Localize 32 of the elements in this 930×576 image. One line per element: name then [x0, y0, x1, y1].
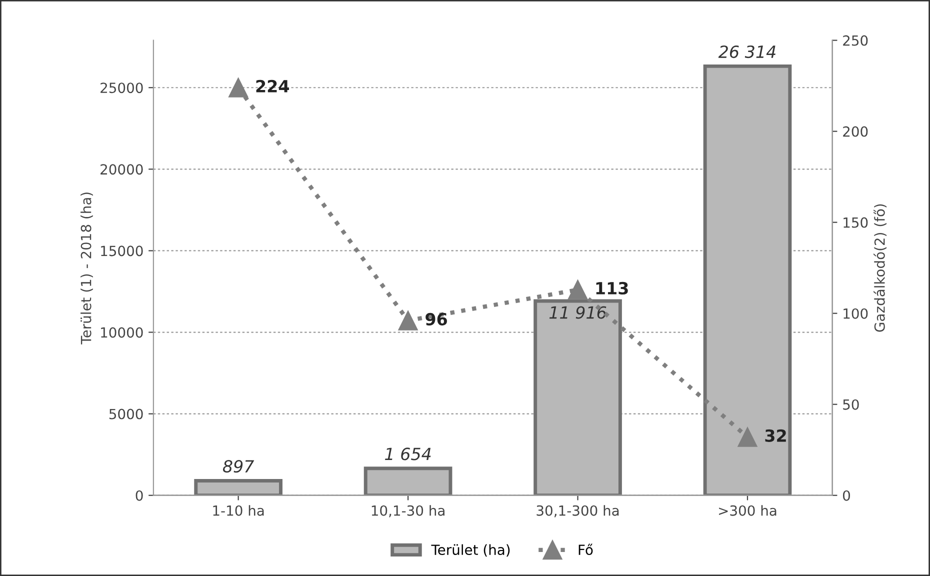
data-label: 224: [256, 80, 290, 92]
point: [398, 310, 418, 330]
y2-tick-label: 0: [842, 490, 850, 501]
y-tick-label: 25000: [100, 82, 143, 94]
y2-tick-label: 50: [843, 399, 859, 410]
y2-tick-label: 150: [844, 217, 868, 228]
y2-tick-label: 100: [844, 308, 868, 319]
y-tick-label: 5000: [109, 408, 143, 420]
y-tick-label: 20000: [100, 164, 143, 175]
x-tick-label: >300 ha: [719, 505, 776, 516]
y2-tick-label: 250: [843, 35, 868, 46]
data-label: 32: [765, 429, 786, 442]
x-tick-label: 30,1-300 ha: [536, 505, 619, 518]
data-label: 96: [426, 312, 447, 326]
x-tick-label: 10,1-30 ha: [372, 505, 444, 518]
point: [228, 78, 248, 98]
point: [738, 427, 758, 447]
y2-axis-title: Gazdálkodó(2) (fő): [874, 204, 887, 332]
y-tick-label: 10000: [101, 327, 143, 338]
y-tick-label: 15000: [101, 246, 143, 256]
y-tick-label: 0: [136, 490, 143, 501]
data-label: 1 654: [384, 448, 431, 460]
data-label: 113: [596, 282, 628, 295]
y-axis-title: Terület (1) - 2018 (ha): [80, 192, 93, 344]
point: [568, 280, 588, 300]
legend-label: Fő: [578, 544, 593, 556]
data-label: 26 314: [718, 45, 776, 58]
data-label: 897: [222, 460, 254, 473]
x-tick-label: 1-10 ha: [213, 505, 264, 516]
y2-tick-label: 200: [843, 126, 868, 137]
data-label: 11 916: [549, 306, 606, 319]
legend-label: Terület (ha): [431, 544, 510, 557]
